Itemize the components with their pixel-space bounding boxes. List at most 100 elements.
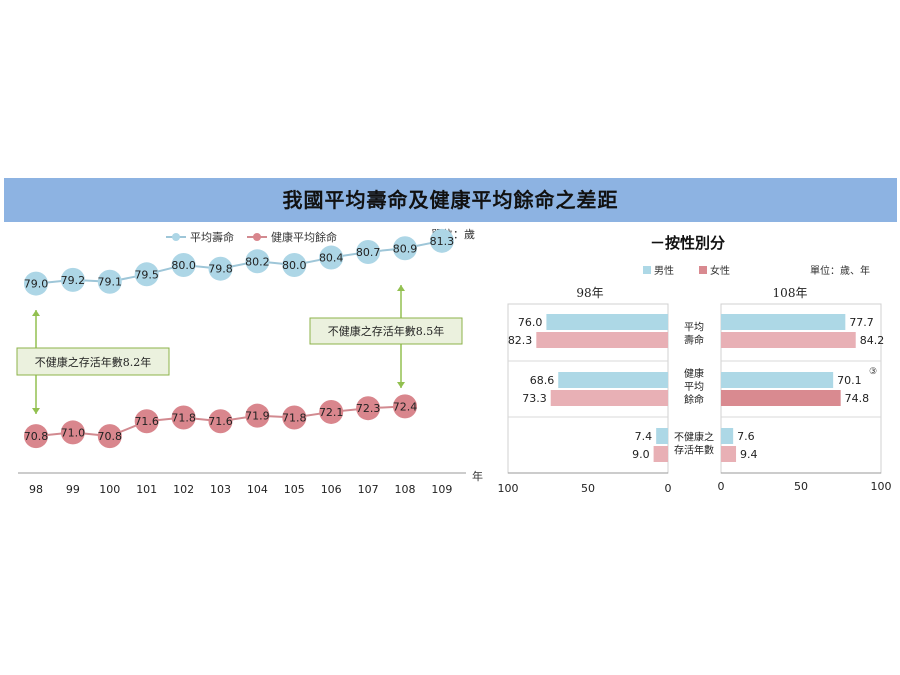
bar-label-108-female: 74.8	[845, 392, 870, 405]
data-point	[60, 267, 85, 292]
bar-label-98-male: 68.6	[530, 374, 555, 387]
x-tick-label-98: 50	[581, 482, 595, 495]
x-tick-label: 106	[321, 483, 342, 496]
right-subtitle: －按性別分	[650, 234, 725, 252]
annotation-box-2	[309, 317, 463, 345]
data-point	[24, 424, 48, 449]
x-tick-label: 105	[284, 483, 305, 496]
x-tick-label: 104	[247, 483, 268, 496]
bar-108-male	[721, 428, 734, 444]
data-point	[97, 269, 122, 294]
legend-swatch-male	[643, 266, 651, 274]
data-label: 79.1	[98, 276, 123, 289]
gap-arrow-108-down-head	[397, 382, 405, 388]
data-label: 80.7	[356, 246, 381, 259]
annotation-text-1: 不健康之存活年數8.2年	[35, 355, 152, 369]
legend-label-life: 平均壽命	[190, 230, 234, 244]
bar-label-108-male: 77.7	[849, 316, 874, 329]
data-label: 72.3	[356, 402, 381, 415]
gap-arrow-98-up-head	[32, 310, 40, 316]
bar-108-female	[721, 446, 737, 462]
panel-title-108: 108年	[773, 286, 808, 300]
category-label: 壽命	[684, 334, 704, 347]
bar-label-98-male: 76.0	[518, 316, 543, 329]
bar-annotation-mark: ③	[869, 367, 877, 377]
data-point	[245, 403, 270, 428]
x-tick-label: 107	[358, 483, 379, 496]
bar-label-108-male: 70.1	[837, 374, 862, 387]
x-tick-label: 108	[395, 483, 416, 496]
category-label: 餘命	[684, 393, 704, 406]
bar-label-98-female: 73.3	[522, 392, 547, 405]
legend-label-male: 男性	[654, 264, 674, 277]
bar-98-male	[546, 314, 668, 330]
x-tick-label-98: 0	[665, 482, 672, 495]
data-label: 80.2	[245, 255, 270, 268]
data-point	[429, 228, 454, 253]
bar-98-female	[550, 390, 668, 406]
bar-label-108-male: 7.6	[737, 430, 755, 443]
data-label: 71.8	[282, 412, 307, 425]
panel-title-98: 98年	[576, 286, 603, 300]
bar-98-male	[558, 372, 668, 388]
title-banner: 我國平均壽命及健康平均餘命之差距	[4, 178, 897, 222]
x-tick-label: 103	[210, 483, 231, 496]
legend-marker-healthy	[253, 233, 261, 241]
bar-label-98-female: 82.3	[508, 334, 533, 347]
x-tick-label-98: 100	[498, 482, 519, 495]
category-label: 健康	[684, 367, 704, 380]
bar-98-female	[653, 446, 668, 462]
data-point	[282, 405, 307, 430]
data-point	[393, 394, 417, 419]
data-label: 70.8	[24, 430, 49, 443]
bar-108-female	[721, 332, 856, 348]
x-tick-label: 98	[29, 483, 43, 496]
x-unit-label: 年	[472, 469, 483, 483]
data-point	[319, 245, 344, 270]
data-point	[356, 396, 381, 421]
category-label: 存活年數	[674, 444, 714, 457]
data-point	[97, 424, 122, 449]
annotation-box-1	[16, 347, 170, 376]
gap-arrow-108-up-head	[397, 285, 405, 291]
data-point	[60, 420, 85, 445]
bar-98-female	[536, 332, 668, 348]
data-label: 71.6	[134, 415, 159, 428]
legend-label-female: 女性	[710, 264, 730, 277]
data-label: 72.4	[393, 400, 418, 413]
data-label: 72.1	[319, 406, 344, 419]
data-point	[171, 405, 196, 430]
bar-108-male	[721, 314, 846, 330]
data-label: 80.0	[282, 259, 307, 272]
category-label: 不健康之	[674, 431, 714, 444]
data-label: 71.9	[245, 410, 270, 423]
x-tick-label-108: 0	[718, 480, 725, 493]
data-point	[282, 253, 307, 277]
bar-label-98-female: 9.0	[632, 448, 650, 461]
category-label: 平均	[684, 381, 704, 393]
bar-98-male	[656, 428, 668, 444]
data-point	[393, 236, 417, 261]
legend-label-healthy: 健康平均餘命	[271, 230, 337, 244]
x-tick-label: 109	[431, 483, 452, 496]
legend-swatch-female	[699, 266, 707, 274]
data-point	[171, 253, 196, 277]
data-point	[356, 239, 381, 264]
data-label: 80.0	[171, 259, 196, 272]
x-tick-label: 101	[136, 483, 157, 496]
x-tick-label: 100	[99, 483, 120, 496]
data-label: 71.8	[171, 412, 196, 425]
data-point	[208, 409, 233, 434]
gap-arrow-98-down-head	[32, 408, 40, 414]
x-tick-label: 102	[173, 483, 194, 496]
bar-108-male	[721, 372, 834, 388]
data-label: 71.0	[61, 426, 86, 439]
bar-108-female	[721, 390, 841, 406]
data-label: 80.9	[393, 242, 418, 255]
data-label: 81.3	[430, 235, 455, 248]
data-label: 80.4	[319, 252, 344, 265]
data-label: 79.0	[24, 278, 49, 291]
data-label: 79.5	[134, 268, 159, 281]
data-point	[319, 399, 344, 424]
